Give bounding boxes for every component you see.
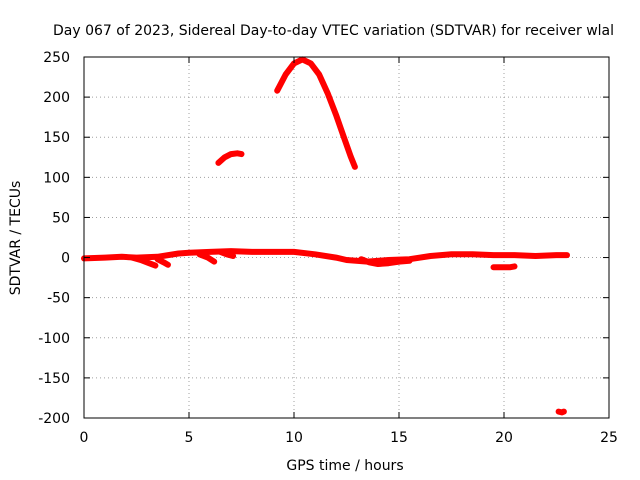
y-tick-label: -100 (38, 331, 70, 347)
y-axis-label: SDTVAR / TECUs (8, 181, 24, 296)
y-tick-label: 100 (43, 170, 70, 186)
y-tick-label: 150 (43, 130, 70, 146)
x-tick-label: 25 (600, 430, 618, 446)
y-tick-label: 0 (61, 251, 70, 267)
x-axis-label: GPS time / hours (286, 458, 403, 474)
series-dip-3.5 (154, 256, 171, 268)
series-dip-6.8 (217, 248, 237, 259)
chart-title: Day 067 of 2023, Sidereal Day-to-day VTE… (53, 23, 614, 39)
series-segment-20 (490, 263, 518, 271)
series-dip-13.5 (358, 256, 413, 267)
data-series (81, 56, 570, 416)
y-tick-label: 200 (43, 90, 70, 106)
y-tick-label: -150 (38, 371, 70, 387)
x-tick-label: 5 (185, 430, 194, 446)
x-axis-ticks: 0 5 10 15 20 25 (80, 57, 618, 446)
series-arc-10 (274, 56, 358, 170)
grid-lines (84, 57, 609, 418)
y-tick-label: -200 (38, 411, 70, 427)
series-baseline (81, 248, 570, 265)
x-tick-label: 0 (80, 430, 89, 446)
x-tick-label: 20 (495, 430, 513, 446)
series-arc-7 (215, 150, 245, 166)
plot-frame (83, 56, 610, 419)
series-dip-2.5 (129, 254, 159, 269)
y-tick-label: 250 (43, 50, 70, 66)
series-dip-5.8 (196, 251, 218, 265)
y-axis-ticks: 250 200 150 100 50 0 -50 -100 -150 -200 (38, 50, 609, 427)
x-tick-label: 15 (390, 430, 408, 446)
x-tick-label: 10 (285, 430, 303, 446)
y-tick-label: 50 (52, 210, 70, 226)
y-tick-label: -50 (47, 291, 70, 307)
series-spike-22.7 (555, 408, 567, 416)
